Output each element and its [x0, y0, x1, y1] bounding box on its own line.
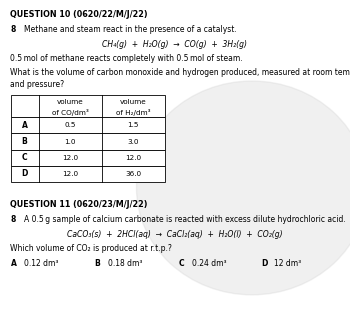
- Text: of CO/dm³: of CO/dm³: [52, 109, 88, 116]
- Text: 0.5 mol of methane reacts completely with 0.5 mol of steam.: 0.5 mol of methane reacts completely wit…: [10, 54, 243, 63]
- Text: and pressure?: and pressure?: [10, 80, 65, 89]
- Text: volume: volume: [57, 99, 83, 105]
- FancyBboxPatch shape: [10, 117, 164, 133]
- Text: CH₄(g)  +  H₂O(g)  →  CO(g)  +  3H₂(g): CH₄(g) + H₂O(g) → CO(g) + 3H₂(g): [103, 40, 247, 49]
- Text: 0.18 dm³: 0.18 dm³: [108, 259, 142, 268]
- Circle shape: [136, 81, 350, 295]
- Text: A: A: [22, 121, 27, 130]
- FancyBboxPatch shape: [10, 150, 164, 166]
- FancyBboxPatch shape: [10, 166, 164, 182]
- Text: 1.0: 1.0: [64, 139, 76, 145]
- FancyBboxPatch shape: [10, 133, 164, 150]
- Text: A 0.5 g sample of calcium carbonate is reacted with excess dilute hydrochloric a: A 0.5 g sample of calcium carbonate is r…: [24, 215, 345, 225]
- Text: 0.24 dm³: 0.24 dm³: [192, 259, 226, 268]
- Text: 36.0: 36.0: [125, 171, 141, 177]
- Text: A: A: [10, 259, 16, 268]
- Text: D: D: [21, 169, 28, 179]
- Text: 0.12 dm³: 0.12 dm³: [24, 259, 58, 268]
- Text: What is the volume of carbon monoxide and hydrogen produced, measured at room te: What is the volume of carbon monoxide an…: [10, 68, 350, 77]
- Text: 8: 8: [10, 25, 16, 34]
- Text: 12.0: 12.0: [62, 171, 78, 177]
- Text: 8: 8: [10, 215, 16, 225]
- Text: C: C: [178, 259, 184, 268]
- Text: 12.0: 12.0: [62, 155, 78, 161]
- Text: B: B: [94, 259, 100, 268]
- FancyBboxPatch shape: [10, 95, 164, 117]
- Text: 12.0: 12.0: [125, 155, 141, 161]
- Text: C: C: [22, 153, 27, 162]
- Text: 0.5: 0.5: [64, 122, 76, 128]
- Text: of H₂/dm³: of H₂/dm³: [116, 109, 150, 116]
- Text: D: D: [261, 259, 267, 268]
- Text: CaCO₃(s)  +  2HCl(aq)  →  CaCl₂(aq)  +  H₂O(l)  +  CO₂(g): CaCO₃(s) + 2HCl(aq) → CaCl₂(aq) + H₂O(l)…: [67, 230, 283, 239]
- Text: volume: volume: [120, 99, 146, 105]
- Text: Methane and steam react in the presence of a catalyst.: Methane and steam react in the presence …: [24, 25, 237, 34]
- Text: 3.0: 3.0: [127, 139, 139, 145]
- Text: B: B: [22, 137, 27, 146]
- Text: Which volume of CO₂ is produced at r.t.p.?: Which volume of CO₂ is produced at r.t.p…: [10, 244, 172, 253]
- Text: QUESTION 10 (0620/22/M/J/22): QUESTION 10 (0620/22/M/J/22): [10, 10, 148, 19]
- Text: 1.5: 1.5: [127, 122, 139, 128]
- Text: 12 dm³: 12 dm³: [274, 259, 301, 268]
- Text: QUESTION 11 (0620/23/M/J/22): QUESTION 11 (0620/23/M/J/22): [10, 200, 148, 209]
